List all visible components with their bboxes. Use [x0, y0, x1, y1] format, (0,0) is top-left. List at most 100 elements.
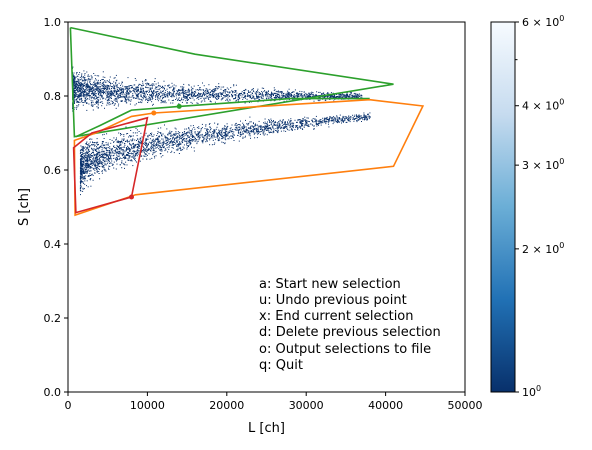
density-point: [155, 144, 157, 145]
density-point: [164, 92, 166, 93]
density-point: [288, 99, 290, 100]
density-point: [85, 90, 87, 92]
density-point: [300, 127, 302, 129]
density-point: [178, 94, 180, 96]
density-point: [332, 123, 334, 125]
density-point: [118, 95, 120, 97]
density-point: [133, 145, 135, 147]
density-point: [138, 150, 140, 152]
density-point: [151, 98, 153, 100]
density-point: [178, 94, 180, 96]
density-point: [177, 133, 179, 134]
density-point: [150, 134, 152, 135]
density-point: [75, 86, 77, 88]
density-point: [80, 95, 81, 97]
density-point: [150, 148, 152, 150]
density-point: [89, 163, 91, 165]
density-point: [91, 161, 93, 162]
density-point: [80, 168, 82, 170]
density-point: [304, 125, 306, 126]
density-point: [166, 139, 168, 141]
density-point: [136, 152, 138, 154]
density-point: [126, 133, 128, 135]
density-point: [81, 78, 83, 80]
density-point: [273, 89, 275, 91]
density-point: [263, 130, 265, 132]
density-point: [197, 140, 199, 142]
density-point: [80, 89, 82, 90]
density-point: [108, 87, 110, 89]
density-point: [102, 98, 104, 100]
density-point: [282, 95, 284, 97]
density-point: [73, 89, 75, 91]
density-point: [368, 118, 370, 120]
density-point: [83, 96, 85, 98]
density-point: [81, 177, 83, 179]
density-point: [191, 93, 193, 95]
density-point: [292, 99, 294, 101]
density-point: [140, 92, 141, 93]
density-point: [221, 130, 223, 132]
density-point: [92, 87, 94, 89]
density-point: [186, 90, 188, 92]
density-point: [124, 156, 125, 158]
density-point: [193, 91, 195, 93]
density-point: [247, 124, 249, 126]
density-point: [73, 99, 75, 101]
density-point: [116, 141, 118, 143]
density-point: [232, 136, 234, 138]
density-point: [231, 96, 233, 97]
density-point: [208, 92, 210, 94]
density-point: [214, 101, 216, 103]
density-point: [95, 154, 97, 156]
density-point: [125, 100, 127, 102]
density-point: [369, 112, 371, 114]
density-point: [81, 73, 83, 75]
density-point: [353, 120, 355, 122]
density-point: [74, 78, 76, 80]
density-point: [87, 167, 89, 169]
density-point: [222, 142, 224, 144]
density-point: [181, 149, 183, 151]
density-point: [184, 93, 186, 95]
density-point: [152, 140, 154, 142]
density-point: [234, 94, 236, 95]
density-point: [79, 85, 81, 87]
density-point: [89, 145, 91, 146]
density-point: [263, 131, 265, 133]
density-point: [281, 125, 283, 127]
density-point: [238, 127, 240, 129]
density-point: [337, 96, 338, 98]
density-point: [145, 143, 147, 144]
density-point: [120, 149, 122, 151]
density-point: [334, 96, 336, 98]
density-point: [138, 93, 139, 95]
density-point: [171, 150, 173, 152]
density-point: [86, 93, 87, 95]
density-point: [167, 140, 169, 142]
density-point: [241, 126, 243, 128]
density-point: [270, 124, 272, 126]
density-point: [306, 117, 308, 119]
density-point: [353, 95, 355, 97]
density-point: [93, 92, 95, 94]
density-point: [121, 155, 123, 157]
density-point: [305, 121, 307, 123]
density-point: [84, 178, 86, 180]
density-point: [77, 97, 79, 98]
density-point: [333, 95, 335, 97]
density-point: [101, 84, 103, 86]
density-point: [120, 92, 122, 94]
density-point: [162, 97, 164, 99]
density-point: [277, 132, 279, 134]
density-point: [280, 91, 282, 93]
density-point: [132, 90, 134, 92]
density-point: [297, 127, 299, 129]
density-point: [140, 155, 142, 157]
density-point: [190, 130, 192, 132]
density-point: [202, 136, 204, 138]
density-point: [83, 158, 85, 160]
density-point: [130, 159, 132, 161]
density-point: [124, 144, 126, 146]
density-point: [258, 96, 260, 98]
